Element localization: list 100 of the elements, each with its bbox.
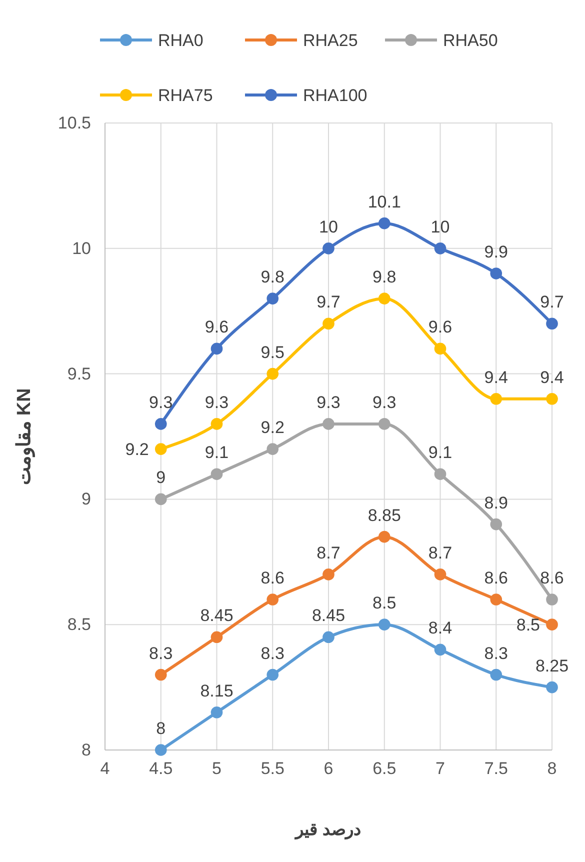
point <box>546 618 558 631</box>
legend-label: RHA50 <box>443 31 498 50</box>
point <box>154 443 167 455</box>
y-tick-label: 10.5 <box>58 113 91 132</box>
data-label: 9.3 <box>316 392 340 412</box>
point <box>322 242 334 254</box>
point <box>154 418 167 430</box>
x-axis-title: درصد قیر <box>294 820 362 840</box>
data-label: 8.45 <box>312 606 346 626</box>
point <box>210 342 223 355</box>
y-tick-label: 9.5 <box>67 364 91 384</box>
x-tick-label: 4 <box>100 759 110 778</box>
legend-label: RHA25 <box>303 31 358 50</box>
x-tick-label: 6 <box>324 759 334 778</box>
data-label: 9.1 <box>428 443 452 462</box>
point <box>266 292 279 304</box>
data-label: 8.7 <box>316 543 340 562</box>
data-label: 8.5 <box>372 594 396 613</box>
data-label: 8.25 <box>535 656 569 676</box>
point <box>490 518 502 530</box>
data-label: 8.9 <box>484 493 508 512</box>
x-tick-label: 4.5 <box>149 759 173 778</box>
data-label: 8.3 <box>149 644 173 663</box>
data-label: 9.2 <box>260 418 284 438</box>
point <box>266 443 279 455</box>
x-tick-label: 7.5 <box>484 759 508 778</box>
point <box>490 268 502 280</box>
data-label: 8.3 <box>484 644 508 663</box>
data-label: 8.15 <box>200 681 234 700</box>
point <box>378 618 390 631</box>
data-label: 9.3 <box>372 392 396 412</box>
data-label: 8.6 <box>540 568 564 588</box>
point <box>434 468 446 480</box>
data-label: 8.5 <box>516 616 540 635</box>
x-tick-label: 5.5 <box>260 759 284 778</box>
point <box>266 668 279 681</box>
data-label: 9.8 <box>372 268 396 287</box>
y-tick-label: 10 <box>72 238 91 258</box>
data-label: 8.85 <box>368 506 401 525</box>
data-label: 9.1 <box>204 443 229 462</box>
point <box>322 631 334 644</box>
data-label: 9.2 <box>125 440 149 460</box>
point <box>434 568 446 580</box>
point <box>546 392 558 405</box>
point <box>210 418 223 430</box>
point <box>210 706 223 718</box>
data-label: 10 <box>319 217 338 236</box>
point <box>490 392 502 405</box>
data-label: 8.6 <box>260 568 284 588</box>
legend-label: RHA75 <box>158 86 213 105</box>
x-tick-label: 8 <box>547 759 557 778</box>
point <box>434 342 446 355</box>
point <box>546 318 558 330</box>
data-label: 8 <box>156 719 166 738</box>
data-label: 10.1 <box>368 192 401 212</box>
point <box>322 418 334 430</box>
data-label: 9.6 <box>204 318 229 337</box>
point <box>154 668 167 681</box>
legend-label: RHA100 <box>303 86 368 105</box>
y-tick-label: 8.5 <box>67 615 91 634</box>
point <box>322 568 334 580</box>
data-label: 8.6 <box>484 568 508 588</box>
data-label: 8.7 <box>428 543 452 562</box>
data-label: 8.45 <box>200 606 234 626</box>
data-label: 9.3 <box>149 392 173 412</box>
point <box>210 631 223 644</box>
point <box>546 681 558 694</box>
point <box>154 744 167 756</box>
x-tick-label: 5 <box>212 759 222 778</box>
point <box>378 530 390 543</box>
point <box>378 217 390 230</box>
point <box>434 644 446 656</box>
data-label: 9.4 <box>484 368 508 387</box>
data-label: 9.7 <box>316 292 340 312</box>
y-tick-label: 9 <box>82 490 91 509</box>
point <box>378 292 390 304</box>
point <box>210 468 223 480</box>
x-tick-label: 7 <box>436 759 445 778</box>
data-label: 9.3 <box>204 392 229 412</box>
point <box>266 368 279 380</box>
point <box>322 318 334 330</box>
data-label: 10 <box>430 217 450 236</box>
data-label: 8.3 <box>260 644 284 663</box>
data-label: 9.9 <box>484 242 508 262</box>
data-label: 9.6 <box>428 318 452 337</box>
y-axis-title: مقاومت KN <box>14 388 35 485</box>
data-label: 9.8 <box>260 268 284 287</box>
point <box>490 594 502 606</box>
point <box>546 594 558 606</box>
point <box>266 594 279 606</box>
point <box>154 493 167 506</box>
data-label: 9.5 <box>260 342 284 362</box>
data-label: 8.4 <box>428 618 452 638</box>
point <box>434 242 446 254</box>
point <box>490 668 502 681</box>
point <box>378 418 390 430</box>
legend-label: RHA0 <box>158 31 204 50</box>
data-label: 9.7 <box>540 292 564 312</box>
y-tick-label: 8 <box>82 740 91 760</box>
x-tick-label: 6.5 <box>372 759 396 778</box>
